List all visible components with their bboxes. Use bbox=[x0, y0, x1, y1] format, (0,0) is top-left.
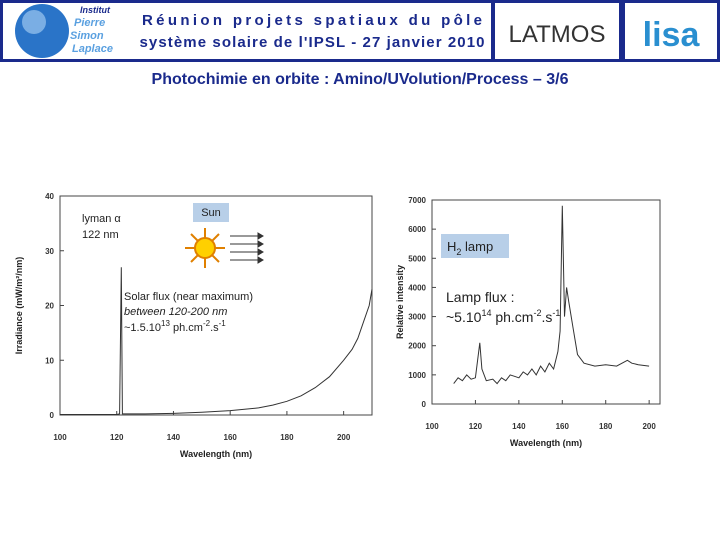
sun-box bbox=[193, 203, 229, 222]
y-tick-label: 10 bbox=[45, 356, 54, 365]
x-tick-label: 200 bbox=[337, 433, 351, 442]
y-tick-label: 30 bbox=[45, 247, 54, 256]
annotation-part: .s bbox=[210, 322, 219, 334]
annotation: Lamp flux : bbox=[446, 289, 514, 305]
annotation-part: 14 bbox=[481, 308, 491, 318]
y-tick-label: 3000 bbox=[408, 313, 426, 322]
annotation-part: ph.cm bbox=[170, 322, 203, 334]
x-tick-label: 180 bbox=[280, 433, 294, 442]
y-tick-label: 1000 bbox=[408, 371, 426, 380]
y-tick-label: 0 bbox=[50, 411, 55, 420]
annotation-part: ~5.10 bbox=[446, 309, 482, 325]
x-tick-label: 180 bbox=[599, 422, 613, 431]
annotation: lyman α bbox=[82, 213, 121, 225]
annotation: H2 lamp bbox=[447, 239, 493, 257]
plot-frame bbox=[431, 199, 661, 405]
x-tick-label: 120 bbox=[110, 433, 124, 442]
ipsl-sphere bbox=[15, 4, 69, 58]
sun-rays bbox=[230, 232, 264, 264]
latmos-logo: LATMOS bbox=[509, 21, 606, 48]
annotation: 122 nm bbox=[82, 229, 119, 241]
y-tick-label: 7000 bbox=[408, 196, 426, 205]
annotation-part: -2 bbox=[533, 308, 541, 318]
header-panel bbox=[3, 3, 491, 59]
annotation-part: .s bbox=[541, 309, 552, 325]
header-line: système solaire de l'IPSL - 27 janvier 2… bbox=[140, 34, 485, 51]
y-tick-label: 20 bbox=[45, 302, 54, 311]
lisa-panel bbox=[625, 3, 717, 59]
logo-text: Laplace bbox=[72, 43, 113, 55]
x-tick-label: 100 bbox=[425, 422, 439, 431]
x-tick-label: 160 bbox=[224, 433, 238, 442]
y-axis-label: Irradiance (mW/m²/nm) bbox=[14, 257, 24, 355]
annotation: Sun bbox=[201, 207, 221, 219]
x-tick-label: 200 bbox=[642, 422, 656, 431]
x-axis-label: Wavelength (nm) bbox=[510, 438, 582, 448]
annotation-part: -2 bbox=[203, 319, 211, 328]
x-axis-label: Wavelength (nm) bbox=[180, 449, 252, 459]
logo-text: Pierre bbox=[74, 17, 105, 29]
sun-icon bbox=[185, 228, 225, 268]
x-tick-label: 160 bbox=[556, 422, 570, 431]
y-tick-label: 5000 bbox=[408, 254, 426, 263]
annotation-part: lamp bbox=[461, 239, 493, 254]
y-axis-label: Relative intensity bbox=[395, 265, 405, 339]
data-line bbox=[453, 205, 650, 385]
lisa-logo: lisa bbox=[643, 16, 701, 54]
annotation: between 120-200 nm bbox=[124, 306, 227, 318]
annotation: ~1.5.1013 ph.cm-2.s-1 bbox=[124, 319, 226, 334]
y-tick-label: 4000 bbox=[408, 283, 426, 292]
annotation-part: ph.cm bbox=[491, 309, 533, 325]
y-tick-label: 0 bbox=[422, 400, 427, 409]
annotation-part: -1 bbox=[219, 319, 227, 328]
x-tick-label: 100 bbox=[53, 433, 67, 442]
y-tick-label: 2000 bbox=[408, 342, 426, 351]
y-tick-label: 6000 bbox=[408, 225, 426, 234]
logo-text: Simon bbox=[70, 30, 104, 42]
data-line bbox=[60, 267, 373, 415]
x-tick-label: 140 bbox=[167, 433, 181, 442]
annotation-part: H bbox=[447, 239, 456, 254]
lamp-box bbox=[441, 234, 509, 258]
logo-text: Institut bbox=[80, 5, 111, 15]
annotation-part: -1 bbox=[552, 308, 560, 318]
annotation: Solar flux (near maximum) bbox=[124, 291, 253, 303]
annotation-part: 2 bbox=[456, 247, 461, 257]
y-tick-label: 40 bbox=[45, 192, 54, 201]
slide-title: Photochimie en orbite : Amino/UVolution/… bbox=[152, 71, 569, 88]
x-tick-label: 120 bbox=[469, 422, 483, 431]
annotation-part: 13 bbox=[161, 319, 170, 328]
latmos-panel bbox=[495, 3, 619, 59]
annotation: ~5.1014 ph.cm-2.s-1 bbox=[446, 308, 560, 325]
ipsl-shine bbox=[22, 10, 46, 34]
annotation-part: ~1.5.10 bbox=[124, 322, 161, 334]
x-tick-label: 140 bbox=[512, 422, 526, 431]
